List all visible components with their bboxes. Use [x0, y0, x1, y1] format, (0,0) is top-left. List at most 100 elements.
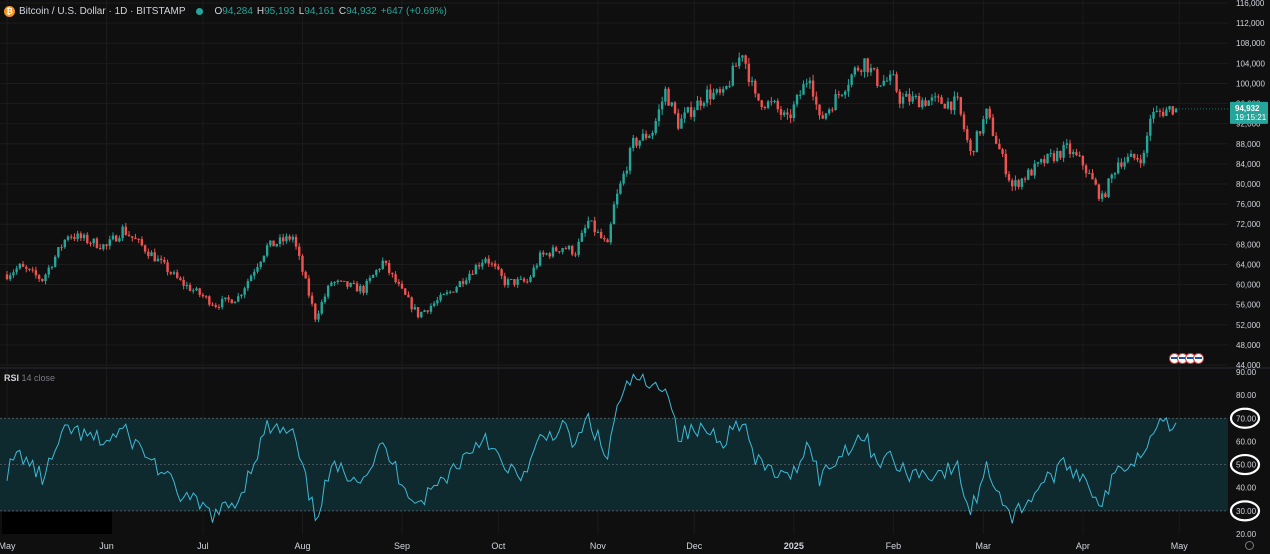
candle-body: [371, 274, 375, 278]
rsi-legend[interactable]: RSI 14 close: [4, 373, 55, 383]
candle-body: [79, 233, 83, 239]
us-flag-icon[interactable]: [1193, 353, 1204, 364]
candle-body: [1055, 151, 1059, 161]
candle-body: [1068, 143, 1072, 155]
candle-body: [169, 272, 172, 274]
price-axis-label: 64,000: [1236, 260, 1261, 269]
candle-body: [153, 252, 156, 262]
candle-body: [991, 117, 995, 136]
price-axis-label: 104,000: [1236, 59, 1265, 68]
price-axis-label: 88,000: [1236, 140, 1261, 149]
price-axis-label: 60,000: [1236, 281, 1261, 290]
candle-body: [1168, 106, 1171, 110]
candle-body: [198, 288, 201, 295]
redacted-box: [2, 512, 112, 534]
candle-body: [815, 96, 818, 105]
candle-body: [147, 251, 150, 257]
candle-body: [1161, 111, 1165, 116]
candle-body: [497, 266, 500, 270]
candle-body: [763, 107, 767, 109]
candle-body: [998, 143, 1001, 150]
candle-body: [895, 74, 898, 92]
candle-body: [1171, 106, 1174, 115]
candle-body: [824, 113, 828, 119]
candle-body: [188, 284, 192, 291]
candle-body: [111, 235, 115, 240]
candle-body: [975, 131, 979, 153]
price-axis-label: 56,000: [1236, 301, 1261, 310]
candle-body: [330, 282, 333, 286]
candle-body: [368, 277, 372, 281]
candle-body: [632, 137, 635, 149]
candle-body: [628, 148, 632, 171]
candle-body: [686, 107, 690, 113]
settings-gear-icon[interactable]: [1245, 541, 1254, 550]
candle-body: [179, 277, 182, 280]
candle-body: [834, 94, 837, 111]
candle-body: [1023, 178, 1027, 180]
candle-body: [885, 80, 889, 82]
candle-body: [1017, 180, 1020, 187]
candle-body: [192, 290, 195, 292]
candle-body: [683, 112, 686, 119]
candle-body: [1004, 153, 1007, 175]
candle-body: [98, 247, 102, 250]
candle-body: [799, 94, 802, 96]
candle-body: [445, 292, 449, 294]
candle-body: [872, 68, 876, 70]
time-axis-label: Jun: [99, 541, 114, 551]
candle-body: [387, 263, 391, 273]
candle-body: [217, 306, 221, 308]
candle-body: [423, 310, 426, 312]
candle-body: [105, 244, 108, 246]
candle-body: [953, 96, 956, 111]
candle-body: [285, 236, 288, 242]
candle-body: [465, 280, 468, 284]
economic-events[interactable]: [1169, 353, 1204, 364]
candle-body: [1027, 169, 1030, 180]
candle-body: [343, 280, 346, 282]
candle-body: [18, 263, 22, 269]
candle-body: [648, 135, 651, 139]
candle-body: [988, 108, 991, 118]
candle-body: [1065, 143, 1069, 145]
candle-body: [821, 115, 824, 119]
candle-body: [522, 278, 526, 282]
candle-body: [577, 241, 580, 255]
candle-body: [587, 220, 590, 228]
candle-body: [407, 294, 410, 298]
low-label: L: [298, 5, 305, 17]
candle-body: [789, 114, 792, 119]
candle-body: [574, 254, 577, 256]
candle-body: [92, 238, 95, 244]
candle-body: [619, 183, 622, 194]
candle-body: [1097, 184, 1101, 199]
candle-body: [831, 109, 834, 111]
candle-body: [1039, 159, 1043, 163]
candle-body: [911, 96, 914, 102]
symbol-title[interactable]: Bitcoin / U.S. Dollar · 1D · BITSTAMP: [19, 5, 186, 17]
candle-body: [744, 55, 747, 64]
candle-body: [538, 252, 542, 266]
candle-body: [1049, 153, 1052, 155]
open-value: 94,284: [222, 5, 253, 17]
candle-body: [927, 100, 930, 106]
candle-body: [1120, 162, 1123, 167]
candle-body: [641, 133, 645, 141]
candle-body: [275, 243, 278, 247]
current-price-badge[interactable]: [1230, 101, 1268, 124]
candle-body: [837, 94, 840, 96]
candle-body: [73, 237, 76, 240]
candle-body: [140, 239, 144, 246]
candle-body: [1001, 149, 1004, 154]
candle-body: [57, 247, 60, 257]
candle-body: [680, 118, 683, 129]
candle-body: [1084, 165, 1088, 174]
candle-body: [166, 262, 169, 273]
candle-body: [37, 275, 41, 279]
candle-body: [44, 274, 47, 282]
candle-body: [108, 239, 111, 246]
low-value: 94,161: [304, 5, 335, 17]
candle-body: [1014, 180, 1017, 187]
